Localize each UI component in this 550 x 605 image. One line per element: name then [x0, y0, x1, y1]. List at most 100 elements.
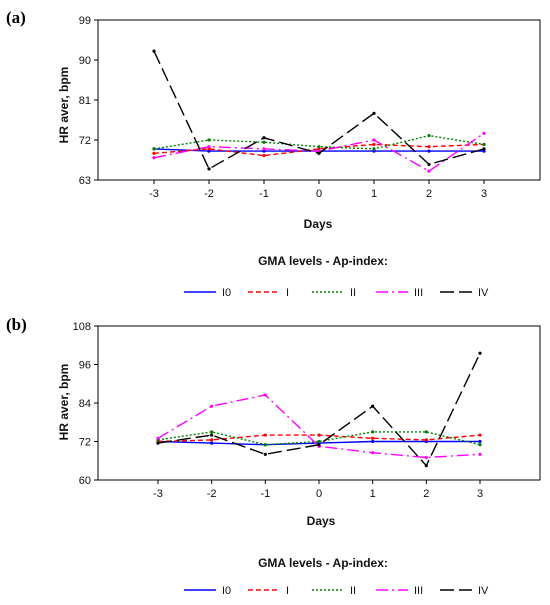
data-point-I — [207, 147, 211, 151]
data-point-II — [478, 443, 482, 447]
x-tick-label: 0 — [316, 488, 322, 500]
data-point-III — [372, 138, 376, 142]
y-axis-title: HR aver, bpm — [57, 67, 71, 144]
data-point-II — [152, 147, 156, 151]
data-point-I0 — [210, 441, 214, 445]
data-point-I — [210, 438, 214, 442]
data-point-III — [427, 169, 431, 173]
data-point-I — [263, 433, 267, 437]
panel-label: (a) — [6, 8, 26, 27]
x-tick-label: 1 — [371, 188, 377, 200]
series-line-IV — [157, 352, 481, 467]
data-point-II — [371, 430, 375, 434]
legend: I0 I II III IV — [184, 585, 489, 597]
legend-label-IV: IV — [478, 287, 489, 299]
legend-label-I0: I0 — [222, 287, 231, 299]
data-point-I0 — [372, 149, 376, 153]
y-tick-label: 108 — [73, 321, 91, 333]
data-point-IV — [317, 443, 321, 447]
data-point-IV — [207, 167, 211, 171]
y-tick-label: 96 — [79, 360, 91, 372]
data-point-III — [262, 147, 266, 151]
data-point-II — [427, 133, 431, 138]
data-point-I — [424, 438, 428, 442]
x-tick-label: -3 — [153, 488, 163, 500]
x-tick-label: 2 — [426, 188, 432, 200]
x-tick-label: -2 — [204, 188, 214, 200]
y-tick-label: 63 — [79, 175, 91, 187]
data-point-III — [482, 131, 486, 135]
series-line-III — [157, 394, 481, 459]
data-point-IV — [210, 433, 214, 437]
x-tick-label: -3 — [149, 188, 159, 200]
data-point-I0 — [427, 149, 431, 153]
x-tick-label: 0 — [316, 188, 322, 200]
legend-label-I: I — [286, 287, 289, 299]
data-point-I0 — [478, 439, 482, 444]
y-tick-label: 99 — [79, 15, 91, 27]
data-point-III — [210, 404, 214, 408]
data-point-IV — [317, 151, 321, 155]
panel-label: (b) — [6, 315, 27, 334]
data-point-III — [263, 393, 267, 397]
panel-a: (a) HR aver, bpm Days GMA levels - Ap-in… — [6, 8, 541, 299]
data-point-I0 — [262, 149, 266, 153]
x-tick-label: 2 — [423, 488, 429, 500]
x-tick-label: -1 — [259, 188, 269, 200]
data-point-I — [262, 153, 266, 158]
x-tick-label: -1 — [260, 488, 270, 500]
data-point-IV — [371, 404, 375, 408]
data-point-III — [152, 156, 156, 160]
x-tick-label: 3 — [481, 188, 487, 200]
plot-area: 63 72 81 90 99 -3 -2 -1 0 1 2 3 — [79, 15, 541, 200]
data-point-I — [152, 151, 156, 155]
legend: I0 I II III IV — [184, 287, 489, 299]
data-point-II — [263, 443, 267, 447]
data-point-IV — [424, 463, 428, 468]
data-point-II — [207, 138, 211, 142]
data-point-I — [427, 145, 431, 149]
data-point-II — [210, 430, 214, 434]
plot-area: 60 72 84 96 108 -3 -2 -1 0 1 2 3 — [73, 321, 541, 500]
x-tick-label: 1 — [370, 488, 376, 500]
data-point-III — [207, 145, 211, 149]
data-point-II — [317, 439, 321, 444]
data-point-II — [482, 142, 486, 147]
data-point-II — [372, 147, 376, 151]
legend-title: GMA levels - Ap-index: — [258, 254, 388, 268]
data-point-III — [371, 451, 375, 455]
x-axis-title: Days — [307, 514, 336, 528]
data-point-IV — [263, 452, 267, 456]
legend-label-II: II — [350, 287, 356, 299]
data-point-II — [262, 140, 266, 144]
y-tick-label: 84 — [79, 398, 91, 410]
data-point-I0 — [207, 149, 211, 153]
data-point-I0 — [371, 439, 375, 444]
y-tick-label: 72 — [79, 135, 91, 147]
data-point-I — [478, 433, 482, 437]
data-point-IV — [152, 49, 156, 53]
legend-label-IV: IV — [478, 585, 489, 597]
data-point-IV — [156, 441, 160, 445]
legend-label-III: III — [414, 287, 423, 299]
legend-label-III: III — [414, 585, 423, 597]
y-axis-title: HR aver, bpm — [57, 364, 71, 441]
data-point-II — [317, 145, 321, 149]
y-tick-label: 90 — [79, 55, 91, 67]
data-point-II — [424, 430, 428, 434]
data-point-I — [372, 142, 376, 147]
plot-frame — [97, 325, 541, 481]
y-tick-label: 81 — [79, 95, 91, 107]
panel-b: (b) HR aver, bpm Days GMA levels - Ap-in… — [6, 315, 541, 597]
data-point-I0 — [482, 149, 486, 153]
data-point-III — [478, 452, 482, 456]
legend-label-II: II — [350, 585, 356, 597]
x-axis-title: Days — [304, 217, 333, 231]
y-tick-label: 60 — [79, 475, 91, 487]
x-tick-label: -2 — [207, 488, 217, 500]
data-point-IV — [372, 111, 376, 115]
data-point-IV — [482, 147, 486, 151]
data-point-III — [156, 436, 160, 440]
data-point-I — [371, 436, 375, 440]
